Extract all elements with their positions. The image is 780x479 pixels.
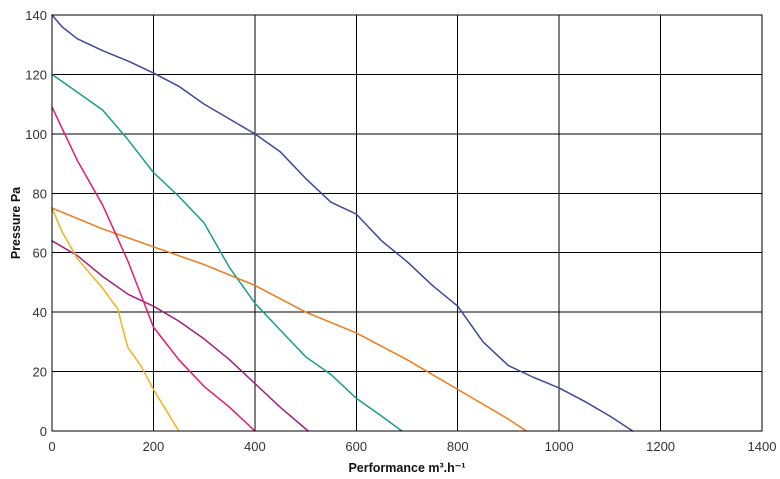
x-tick-label: 600 xyxy=(345,439,367,454)
plot-frame xyxy=(51,14,763,432)
x-axis-label: Performance m³.h⁻¹ xyxy=(348,461,465,475)
x-tick-label: 0 xyxy=(48,439,55,454)
series-line-5 xyxy=(51,106,256,432)
x-tick-label: 1000 xyxy=(545,439,574,454)
series-line-1 xyxy=(51,14,634,432)
y-axis-label: Pressure Pa xyxy=(9,186,23,259)
y-tick-label: 80 xyxy=(33,186,47,201)
series-line-2 xyxy=(51,73,403,432)
x-tick-label: 800 xyxy=(447,439,469,454)
y-tick-label: 0 xyxy=(40,424,47,439)
y-tick-label: 20 xyxy=(33,365,47,380)
y-tick-label: 140 xyxy=(25,8,47,23)
grid xyxy=(52,15,762,431)
y-tick-labels: 0 20 40 60 80 100 120 140 xyxy=(25,8,47,439)
y-tick-label: 100 xyxy=(25,127,47,142)
series-line-4 xyxy=(51,240,309,432)
y-tick-label: 60 xyxy=(33,246,47,261)
x-tick-labels: 0 200 400 600 800 1000 1200 1400 xyxy=(48,439,776,454)
x-tick-label: 400 xyxy=(244,439,266,454)
y-tick-label: 120 xyxy=(25,67,47,82)
curves xyxy=(51,14,634,432)
series-line-6 xyxy=(51,207,180,432)
series-line-3 xyxy=(51,207,527,432)
x-tick-label: 1400 xyxy=(748,439,777,454)
y-tick-label: 40 xyxy=(33,305,47,320)
x-tick-label: 200 xyxy=(143,439,165,454)
x-tick-label: 1200 xyxy=(646,439,675,454)
